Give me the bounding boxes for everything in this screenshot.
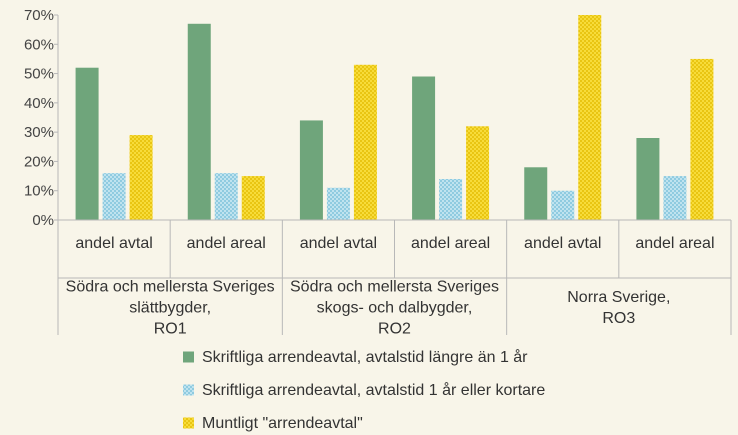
bar [299,120,323,220]
y-tick-label: 10% [24,183,54,200]
group-label: RO1 [154,321,187,338]
legend: Skriftliga arrendeavtal, avtalstid längr… [183,348,545,432]
y-tick-label: 0% [32,212,54,229]
bar [241,176,265,220]
bars [75,15,714,221]
category-label: andel areal [187,235,266,252]
category-label: andel avtal [524,235,601,252]
group-label: RO2 [378,321,411,338]
group-label: RO3 [602,310,635,327]
group-label: Södra och mellersta Sveriges [66,279,275,296]
group-label: Södra och mellersta Sveriges [290,279,499,296]
bar [75,67,99,220]
bar [578,15,602,220]
category-label: andel avtal [300,235,377,252]
group-label: Norra Sverige, [567,289,670,306]
x-axis: andel avtal andel areal andel avtal andel a… [57,219,732,338]
bar [353,64,377,221]
category-label: andel areal [635,235,714,252]
legend-label: Skriftliga arrendeavtal, avtalstid 1 år … [202,381,545,399]
category-label: andel avtal [75,235,152,252]
category-label: andel areal [411,235,490,252]
bar [466,126,490,220]
y-tick-label: 70% [24,7,54,24]
bar [129,135,153,220]
bar [551,190,575,220]
group-label: skogs- och dalbygder, [317,300,473,317]
legend-label: Muntligt "arrendeavtal" [202,415,363,432]
bar [663,176,687,220]
bar [326,187,350,220]
bar [412,76,436,220]
legend-swatch [183,384,194,396]
legend-label: Skriftliga arrendeavtal, avtalstid längr… [202,348,528,366]
y-tick-label: 50% [24,66,54,83]
y-tick-label: 20% [24,153,54,170]
bar [439,179,463,220]
bar [524,167,548,220]
bar [636,138,660,220]
bar [102,173,126,220]
legend-swatch [183,351,194,363]
y-tick-label: 30% [24,124,54,141]
bar [187,23,211,220]
bar [214,173,238,220]
y-tick-label: 60% [24,36,54,53]
group-label: slättbygder, [129,300,211,317]
y-tick-label: 40% [24,95,54,112]
y-axis: 0% 10% 20% 30% 40% 50% 60% 70% [24,7,59,229]
bar [690,58,714,220]
legend-swatch [183,417,194,429]
